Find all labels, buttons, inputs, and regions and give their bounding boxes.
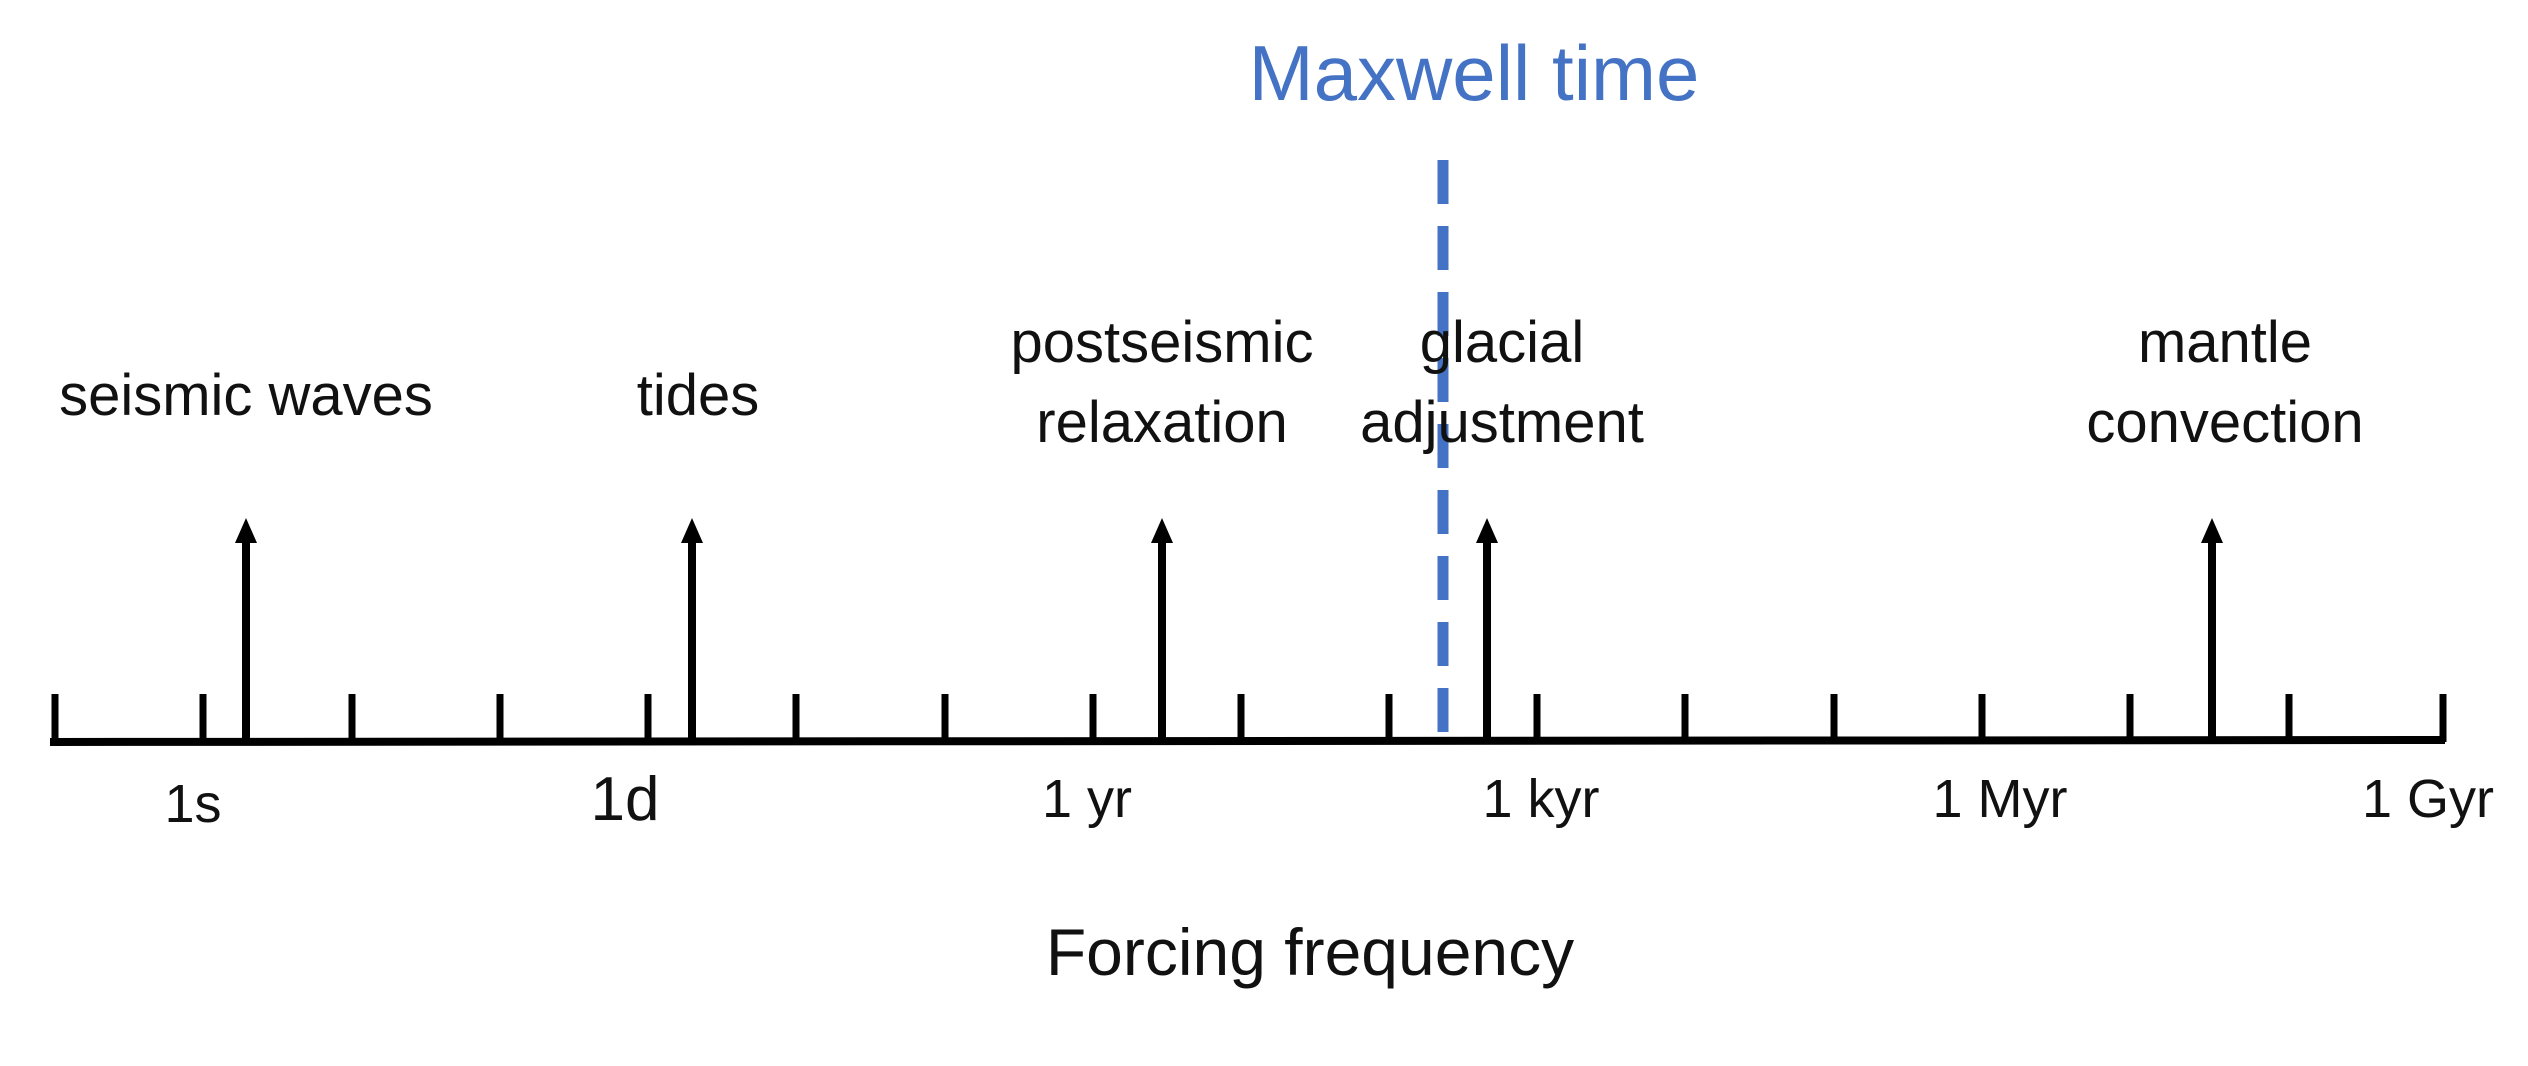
frequency-axis — [49, 736, 2446, 746]
process-arrows — [235, 518, 2223, 742]
mantle-convection-arrow — [2201, 518, 2223, 742]
tick-label-1yr: 1 yr — [1042, 769, 1132, 829]
postseismic-relaxation-arrow — [1151, 518, 1173, 742]
arrow-head — [235, 518, 257, 543]
arrow-head — [1476, 518, 1498, 543]
tides-arrow — [681, 518, 703, 742]
process-label-adjustment: adjustment — [1360, 390, 1644, 455]
arrow-head — [2201, 518, 2223, 543]
process-label-mantle: mantle — [2138, 310, 2312, 375]
tick-label-1s: 1s — [164, 774, 221, 834]
arrow-head — [1151, 518, 1173, 543]
process-label-relaxation: relaxation — [1036, 390, 1287, 455]
process-label-convection: convection — [2086, 390, 2363, 455]
maxwell-time-label: Maxwell time — [1249, 29, 1700, 117]
tick-label-1kyr: 1 kyr — [1482, 769, 1599, 829]
axis-title: Forcing frequency — [1046, 915, 1574, 989]
tick-label-1d: 1d — [591, 765, 660, 834]
process-label-glacial: glacial — [1420, 310, 1584, 375]
process-label-seismic-waves: seismic waves — [59, 363, 433, 428]
tick-label-1gyr: 1 Gyr — [2362, 769, 2494, 829]
axis-ticks — [51, 694, 2447, 742]
process-label-postseismic: postseismic — [1011, 310, 1314, 375]
glacial-adjustment-arrow — [1476, 518, 1498, 742]
seismic-waves-arrow — [235, 518, 257, 742]
process-label-tides: tides — [637, 363, 760, 428]
arrow-head — [681, 518, 703, 543]
tick-label-1myr: 1 Myr — [1933, 769, 2068, 829]
